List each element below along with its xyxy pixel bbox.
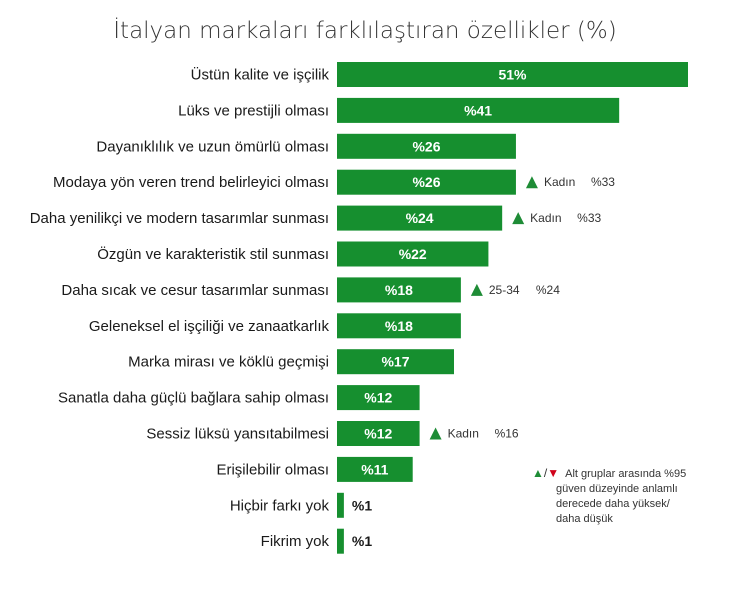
bar-12	[337, 492, 344, 518]
annotation-group-3: Kadın	[448, 427, 479, 441]
bar-0	[337, 62, 688, 87]
legend-text-rest: güven düzeyinde anlamlı derecede daha yü…	[556, 482, 702, 527]
bar-3	[337, 169, 516, 195]
bar-8	[337, 349, 454, 375]
value-label-2: %26	[412, 138, 440, 154]
category-label-9: Sanatla daha güçlü bağlara sahip olması	[58, 390, 329, 407]
legend-symbols: ▲/▼	[532, 466, 559, 481]
category-label-0: Üstün kalite ve işçilik	[191, 66, 330, 84]
bar-9	[337, 385, 420, 411]
category-label-8: Marka mirası ve köklü geçmişi	[128, 354, 329, 371]
category-label-13: Fikrim yok	[261, 533, 330, 550]
bar-13	[337, 528, 344, 554]
up-triangle-icon	[470, 283, 483, 296]
bar-11	[337, 456, 413, 482]
category-label-10: Sessiz lüksü yansıtabilmesi	[146, 426, 329, 443]
bars-layer	[337, 62, 688, 554]
annotation-group-2: 25-34	[489, 283, 520, 297]
up-triangle-icon	[429, 427, 442, 440]
legend-text-line4: daha düşük	[556, 513, 613, 525]
value-label-9: %12	[364, 390, 392, 406]
category-label-4: Daha yenilikçi ve modern tasarımlar sunm…	[30, 210, 329, 227]
category-label-12: Hiçbir farkı yok	[230, 497, 330, 514]
legend-up-triangle-icon: ▲	[532, 466, 544, 480]
value-label-13: %1	[352, 533, 372, 549]
category-label-5: Özgün ve karakteristik stil sunması	[97, 245, 329, 263]
annotations-layer: Kadın %33 Kadın %33 25-34 %24 Kadın %16	[429, 175, 615, 441]
value-label-8: %17	[381, 354, 409, 370]
category-label-1: Lüks ve prestijli olması	[178, 102, 329, 119]
annotation-value-1: %33	[577, 211, 601, 225]
value-label-0: 51%	[498, 67, 527, 83]
category-label-3: Modaya yön veren trend belirleyici olmas…	[53, 174, 329, 191]
value-label-12: %1	[352, 497, 372, 513]
value-labels-layer: 51% %41 %26 %26 %24 %22 %18 %18 %17 %12 %12 %11 %1 %1	[352, 67, 527, 550]
value-label-3: %26	[412, 174, 440, 190]
legend-text-line3: derecede daha yüksek/	[556, 498, 670, 510]
annotation-value-0: %33	[591, 175, 615, 189]
value-label-10: %12	[364, 426, 392, 442]
legend-text-line1: Alt gruplar arasında %95	[565, 468, 687, 480]
category-labels-layer: Üstün kalite ve işçilik Lüks ve prestijli…	[30, 66, 330, 551]
value-label-1: %41	[464, 102, 492, 118]
value-label-6: %18	[385, 282, 413, 298]
value-label-5: %22	[399, 246, 427, 262]
value-label-11: %11	[361, 461, 388, 477]
bar-1	[337, 97, 620, 123]
bar-2	[337, 133, 516, 159]
bar-4	[337, 205, 503, 231]
annotation-group-1: Kadın	[530, 211, 561, 225]
bar-10	[337, 421, 420, 446]
category-label-7: Geleneksel el işçiliği ve zanaatkarlık	[89, 318, 330, 335]
value-label-4: %24	[406, 210, 434, 226]
annotation-value-2: %24	[536, 283, 560, 297]
significance-legend: ▲/▼ Alt gruplar arasında %95 güven düzeyi…	[532, 466, 702, 527]
legend-down-triangle-icon: ▼	[547, 466, 560, 480]
chart-title: İtalyan markaları farklılaştıran özellik…	[113, 18, 617, 44]
category-label-6: Daha sıcak ve cesur tasarımlar sunması	[61, 282, 329, 299]
bar-5	[337, 241, 489, 267]
legend-separator: /	[543, 466, 548, 480]
bar-7	[337, 313, 461, 339]
up-triangle-icon	[525, 176, 538, 189]
annotation-group-0: Kadın	[544, 175, 575, 189]
category-label-11: Erişilebilir olması	[216, 461, 329, 478]
bar-6	[337, 277, 461, 303]
up-triangle-icon	[512, 212, 525, 225]
legend-text-line2: güven düzeyinde anlamlı	[556, 483, 678, 495]
category-label-2: Dayanıklılık ve uzun ömürlü olması	[96, 138, 329, 155]
value-label-7: %18	[385, 318, 413, 334]
annotation-value-3: %16	[495, 427, 519, 441]
